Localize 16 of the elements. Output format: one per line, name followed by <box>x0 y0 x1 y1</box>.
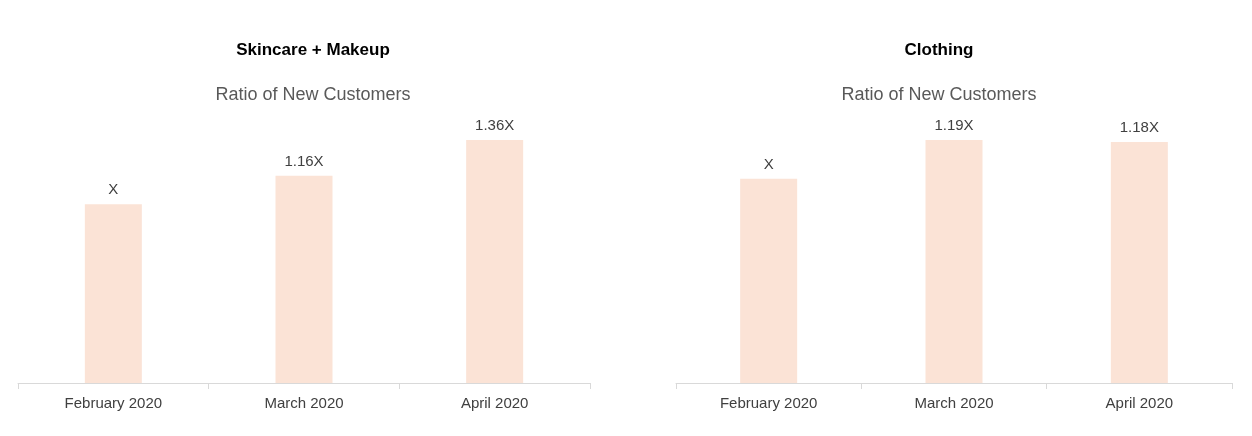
x-tick-label: February 2020 <box>64 394 163 411</box>
x-tick-label: March 2020 <box>264 394 344 411</box>
chart-subtitle: Ratio of New Customers <box>841 84 1037 104</box>
chart-subtitle: Ratio of New Customers <box>215 84 411 104</box>
x-tick-label: March 2020 <box>914 394 994 411</box>
x-tick-label: February 2020 <box>719 394 818 411</box>
x-tick-label: April 2020 <box>1105 394 1174 411</box>
data-label: 1.16X <box>284 151 324 169</box>
data-label: 1.18X <box>1119 118 1159 136</box>
data-label: 1.19X <box>934 116 974 133</box>
x-tick-label: April 2020 <box>460 394 529 411</box>
chart-title: Clothing <box>904 40 974 59</box>
chart-title: Skincare + Makeup <box>236 40 390 59</box>
data-label: 1.36X <box>475 116 515 133</box>
data-label: X <box>763 154 774 172</box>
data-label: X <box>108 180 119 198</box>
